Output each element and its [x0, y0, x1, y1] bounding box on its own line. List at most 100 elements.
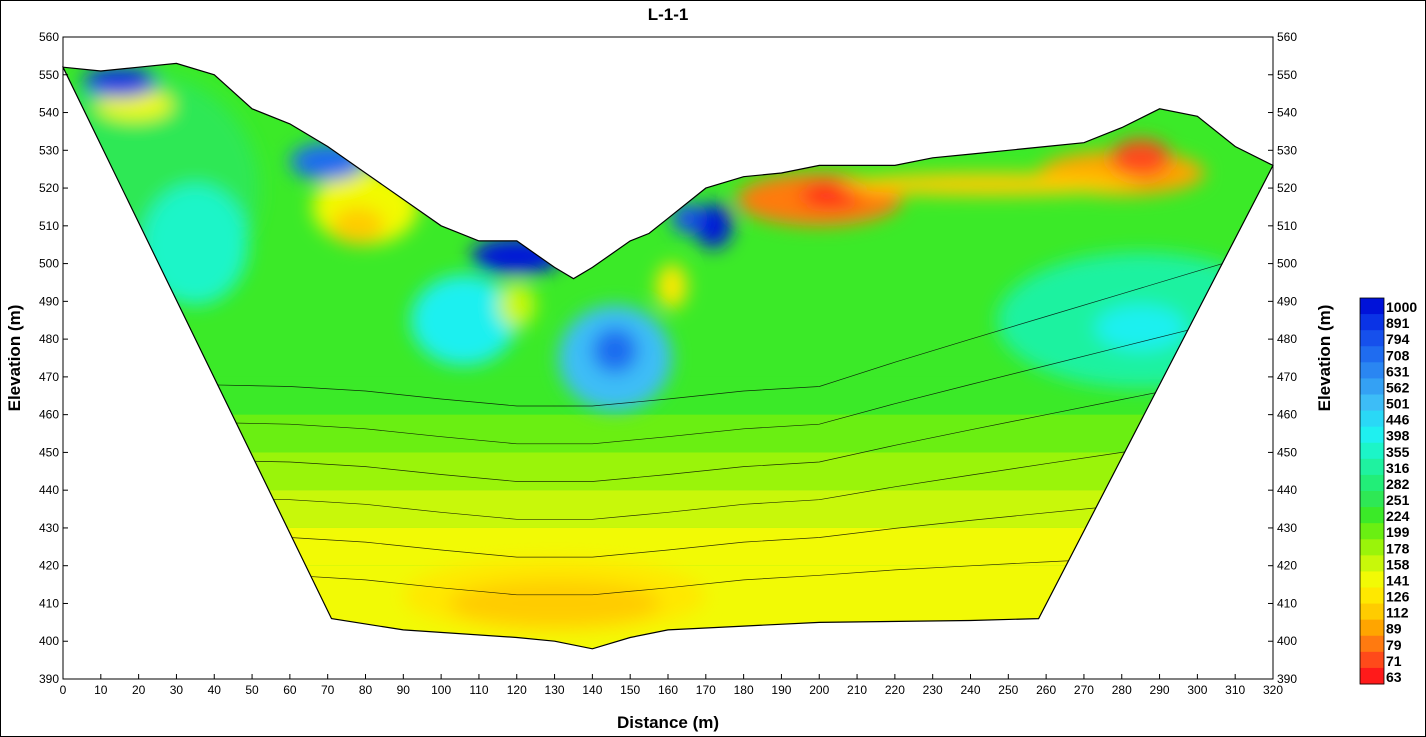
colorbar-label: 126	[1386, 589, 1410, 605]
colorbar-swatch	[1360, 346, 1384, 363]
x-tick-label: 300	[1187, 683, 1207, 697]
colorbar-label: 224	[1386, 508, 1410, 524]
colorbar-swatch	[1360, 651, 1384, 669]
colorbar-swatch	[1360, 362, 1384, 379]
y-tick-label: 550	[1277, 68, 1297, 82]
x-tick-label: 230	[923, 683, 943, 697]
colorbar-swatch	[1360, 410, 1384, 428]
x-tick-label: 50	[245, 683, 259, 697]
resistivity-zone	[142, 184, 249, 306]
resistivity-zone	[1095, 305, 1187, 351]
colorbar-label: 316	[1386, 460, 1410, 476]
depth-band	[63, 414, 1273, 453]
colorbar-swatch	[1360, 587, 1384, 605]
y-tick-label: 550	[39, 68, 59, 82]
x-tick-label: 30	[170, 683, 184, 697]
x-tick-label: 40	[208, 683, 222, 697]
y-tick-label: 400	[39, 634, 59, 648]
x-tick-label: 150	[620, 683, 640, 697]
x-tick-label: 270	[1074, 683, 1094, 697]
x-tick-label: 180	[734, 683, 754, 697]
resistivity-zone	[448, 580, 661, 627]
plot-area	[61, 36, 1274, 680]
colorbar-label: 794	[1386, 331, 1410, 347]
resistivity-zone	[592, 327, 638, 374]
colorbar-label: 708	[1386, 347, 1410, 363]
x-tick-label: 130	[545, 683, 565, 697]
y-tick-label: 510	[39, 219, 59, 233]
x-tick-label: 250	[998, 683, 1018, 697]
y-tick-label: 540	[39, 106, 59, 120]
colorbar-label: 355	[1386, 444, 1410, 460]
colorbar-swatch	[1360, 330, 1384, 347]
x-tick-label: 320	[1263, 683, 1283, 697]
chart-title: L-1-1	[648, 5, 689, 24]
colorbar-swatch	[1360, 635, 1384, 653]
x-tick-label: 60	[283, 683, 297, 697]
colorbar-label: 631	[1386, 363, 1410, 379]
resistivity-zone	[331, 206, 385, 245]
x-tick-label: 10	[94, 683, 108, 697]
x-tick-label: 170	[696, 683, 716, 697]
y-tick-label: 420	[1277, 559, 1297, 573]
colorbar-label: 251	[1386, 492, 1410, 508]
colorbar-swatch	[1360, 491, 1384, 508]
x-tick-label: 310	[1225, 683, 1245, 697]
colorbar-swatch	[1360, 507, 1384, 524]
colorbar-label: 562	[1386, 379, 1410, 395]
colorbar-swatch	[1360, 603, 1384, 621]
y-tick-label: 490	[1277, 294, 1297, 308]
colorbar-swatch	[1360, 298, 1384, 315]
x-tick-label: 70	[321, 683, 335, 697]
x-tick-label: 140	[582, 683, 602, 697]
colorbar-swatch	[1360, 555, 1384, 572]
colorbar-border	[1359, 297, 1385, 685]
depth-band	[63, 376, 1273, 415]
y-tick-label: 530	[1277, 143, 1297, 157]
colorbar-swatch	[1360, 458, 1384, 476]
x-tick-label: 90	[397, 683, 411, 697]
y-tick-label: 520	[39, 181, 59, 195]
x-tick-label: 190	[771, 683, 791, 697]
y-tick-label: 390	[39, 672, 59, 686]
resistivity-zone	[97, 89, 173, 121]
colorbar-label: 79	[1386, 637, 1402, 653]
colorbar-label: 63	[1386, 669, 1402, 685]
x-tick-label: 240	[960, 683, 980, 697]
x-tick-label: 0	[60, 683, 67, 697]
resistivity-zone	[497, 282, 536, 328]
x-tick-label: 20	[132, 683, 146, 697]
colorbar-label: 891	[1386, 315, 1410, 331]
x-tick-label: 260	[1036, 683, 1056, 697]
x-tick-label: 110	[469, 683, 488, 697]
colorbar-swatch	[1360, 442, 1384, 460]
colorbar-label: 112	[1386, 605, 1409, 621]
y-tick-label: 470	[1277, 370, 1297, 384]
x-tick-label: 80	[359, 683, 373, 697]
x-tick-label: 160	[658, 683, 678, 697]
y-tick-label: 450	[39, 445, 59, 459]
x-tick-label: 120	[507, 683, 527, 697]
resistivity-zone	[656, 263, 687, 309]
y-axis-label-right: Elevation (m)	[1315, 305, 1334, 412]
colorbar-label: 178	[1386, 540, 1410, 556]
resistivity-zone	[694, 203, 733, 249]
section-outline	[61, 62, 1274, 650]
colorbar-swatch	[1360, 426, 1384, 444]
y-tick-label: 460	[1277, 408, 1297, 422]
y-axis-label-left: Elevation (m)	[5, 305, 24, 412]
y-tick-label: 390	[1277, 672, 1297, 686]
y-tick-label: 440	[39, 483, 59, 497]
y-tick-label: 410	[39, 596, 59, 610]
colorbar-swatch	[1360, 571, 1384, 588]
colorbar-label: 282	[1386, 476, 1410, 492]
resistivity-zone	[1110, 138, 1171, 177]
y-tick-label: 490	[39, 294, 59, 308]
colorbar-swatch	[1360, 667, 1384, 685]
y-tick-label: 430	[1277, 521, 1297, 535]
y-tick-label: 500	[39, 257, 59, 271]
y-tick-label: 420	[39, 559, 59, 573]
colorbar-swatch	[1360, 474, 1384, 492]
y-tick-label: 510	[1277, 219, 1297, 233]
